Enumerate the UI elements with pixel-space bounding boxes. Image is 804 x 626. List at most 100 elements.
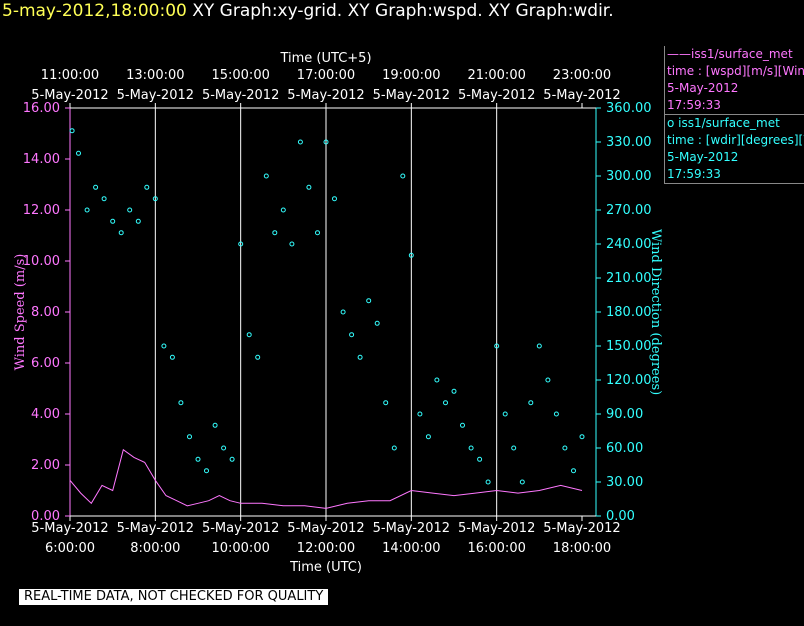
left-tick-label: 4.00: [31, 407, 60, 422]
right-tick-label: 330.00: [606, 135, 652, 150]
right-tick-label: 360.00: [606, 101, 652, 116]
bottom-tick-time: 12:00:00: [297, 541, 355, 556]
left-tick-label: 2.00: [31, 458, 60, 473]
wdir-point: [187, 434, 192, 440]
right-tick-label: 120.00: [606, 373, 652, 388]
wdir-point: [178, 400, 184, 406]
right-tick-label: 30.00: [606, 475, 643, 490]
right-tick-label: 180.00: [606, 305, 652, 320]
qc-notice: REAL-TIME DATA, NOT CHECKED FOR QUALITY: [19, 589, 329, 605]
wdir-point: [229, 456, 235, 462]
wdir-point: [246, 332, 252, 338]
wdir-point: [118, 230, 124, 236]
top-axis-label: Time (UTC+5): [279, 51, 371, 66]
bottom-tick-time: 10:00:00: [211, 541, 269, 556]
legend-wdir-time: 17:59:33: [667, 167, 721, 181]
bottom-tick-date: 5-May-2012: [117, 521, 194, 536]
top-tick-time: 15:00:00: [211, 68, 269, 83]
bottom-tick-time: 6:00:00: [45, 541, 95, 556]
wdir-point: [289, 241, 295, 247]
left-axis-label: Wind Speed (m/s): [13, 254, 28, 371]
wdir-point: [340, 309, 346, 315]
left-tick-label: 10.00: [23, 254, 60, 269]
top-tick-date: 5-May-2012: [543, 88, 620, 103]
wdir-point: [417, 411, 423, 417]
wdir-point: [135, 218, 141, 224]
wdir-point: [315, 230, 320, 236]
top-tick-date: 5-May-2012: [31, 88, 108, 103]
wdir-point: [263, 173, 269, 179]
right-tick-label: 300.00: [606, 169, 652, 184]
bottom-tick-time: 14:00:00: [382, 541, 440, 556]
wdir-point: [545, 377, 551, 383]
bottom-tick-date: 5-May-2012: [373, 521, 450, 536]
wdir-point: [101, 196, 107, 202]
wdir-point: [93, 184, 99, 190]
top-tick-time: 19:00:00: [382, 68, 440, 83]
wdir-point: [511, 445, 517, 451]
top-tick-time: 13:00:00: [126, 68, 184, 83]
top-tick-date: 5-May-2012: [458, 88, 535, 103]
wdir-point: [528, 400, 534, 406]
top-tick-date: 5-May-2012: [287, 88, 364, 103]
bottom-tick-time: 18:00:00: [553, 541, 611, 556]
legend: ——iss1/surface_met time : [wspd][m/s][Wi…: [664, 46, 804, 184]
wdir-point: [468, 445, 474, 451]
legend-wdir: o iss1/surface_met time : [wdir][degrees…: [664, 115, 804, 184]
wdir-point: [460, 422, 465, 428]
wdir-point: [579, 434, 585, 440]
wdir-point: [366, 298, 372, 304]
wdir-point: [297, 139, 303, 145]
wdir-point: [400, 173, 406, 179]
wdir-point: [127, 207, 133, 213]
right-tick-label: 240.00: [606, 237, 652, 252]
wdir-point: [485, 479, 491, 485]
wdir-point: [451, 388, 457, 394]
wdir-point: [374, 320, 380, 326]
right-tick-label: 150.00: [606, 339, 652, 354]
wdir-point: [562, 445, 568, 451]
wdir-point: [169, 354, 175, 360]
legend-wspd-name: ——iss1/surface_met: [667, 47, 793, 61]
bottom-tick-date: 5-May-2012: [31, 521, 108, 536]
wdir-point: [425, 434, 431, 440]
top-tick-date: 5-May-2012: [373, 88, 450, 103]
right-tick-label: 270.00: [606, 203, 652, 218]
right-tick-label: 60.00: [606, 441, 643, 456]
wdir-point: [212, 422, 218, 428]
bottom-axis-label: Time (UTC): [289, 560, 362, 575]
wdir-point: [255, 354, 261, 360]
right-tick-label: 90.00: [606, 407, 643, 422]
right-tick-label: 0.00: [606, 509, 635, 524]
wdir-point: [383, 400, 389, 406]
wspd-series-line: [69, 448, 583, 509]
legend-wspd-time: 17:59:33: [667, 98, 721, 112]
wdir-point: [494, 343, 500, 349]
wdir-point: [161, 343, 167, 349]
wdir-point: [332, 196, 337, 202]
wdir-point: [84, 207, 90, 213]
wdir-point: [221, 445, 227, 451]
wdir-point: [502, 411, 508, 417]
top-tick-date: 5-May-2012: [117, 88, 194, 103]
left-tick-label: 8.00: [31, 305, 60, 320]
wdir-point: [152, 196, 158, 202]
legend-wdir-date: 5-May-2012: [667, 150, 739, 164]
legend-wspd-date: 5-May-2012: [667, 81, 739, 95]
wdir-point: [306, 184, 312, 190]
top-tick-time: 23:00:00: [553, 68, 611, 83]
wdir-point: [553, 411, 559, 417]
wdir-point: [204, 468, 209, 474]
left-tick-label: 0.00: [31, 509, 60, 524]
legend-wspd-var: time : [wspd][m/s][Wind: [667, 64, 804, 78]
wdir-point: [408, 252, 414, 258]
right-tick-label: 210.00: [606, 271, 652, 286]
graph-title: 5-may-2012,18:00:00 XY Graph:xy-grid. XY…: [2, 1, 614, 21]
wdir-point: [195, 456, 201, 462]
top-tick-time: 21:00:00: [467, 68, 525, 83]
legend-wspd: ——iss1/surface_met time : [wspd][m/s][Wi…: [664, 46, 804, 115]
wdir-point: [69, 128, 75, 134]
wdir-point: [536, 343, 542, 349]
wdir-point: [238, 241, 244, 247]
